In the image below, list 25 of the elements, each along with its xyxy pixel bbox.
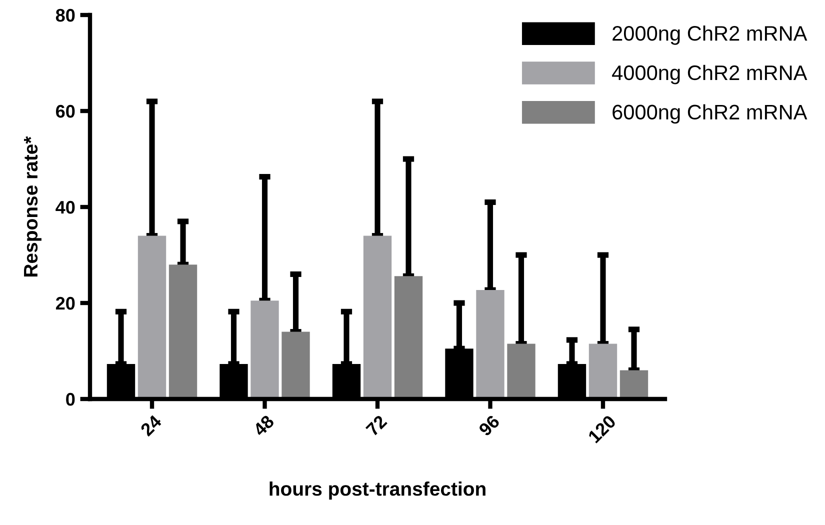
x-tick-label: 72	[365, 414, 388, 436]
x-tick-label: 96	[478, 414, 500, 437]
bar	[250, 300, 279, 399]
y-tick-label: 20	[56, 296, 75, 310]
bar	[620, 370, 648, 399]
x-tick-label: 48	[252, 414, 275, 437]
bar	[507, 344, 536, 399]
y-axis-title: Response rate*	[24, 136, 42, 276]
bar	[282, 332, 310, 399]
legend-label: 2000ng ChR2 mRNA	[612, 25, 808, 45]
legend-label: 4000ng ChR2 mRNA	[612, 64, 808, 84]
bar	[476, 290, 504, 399]
x-tick-label: 120	[588, 414, 617, 444]
y-tick-label: 40	[56, 200, 75, 214]
legend-label: 6000ng ChR2 mRNA	[612, 104, 808, 124]
bar	[168, 264, 198, 399]
y-tick-label: 80	[56, 8, 75, 22]
bar	[363, 236, 392, 399]
y-tick-label: 0	[66, 392, 75, 406]
x-axis-title: hours post-transfection	[270, 482, 486, 500]
bar	[138, 236, 166, 399]
x-tick-label: 24	[140, 414, 162, 437]
y-tick-label: 60	[56, 104, 75, 118]
bar	[588, 344, 618, 399]
bar	[394, 276, 423, 399]
